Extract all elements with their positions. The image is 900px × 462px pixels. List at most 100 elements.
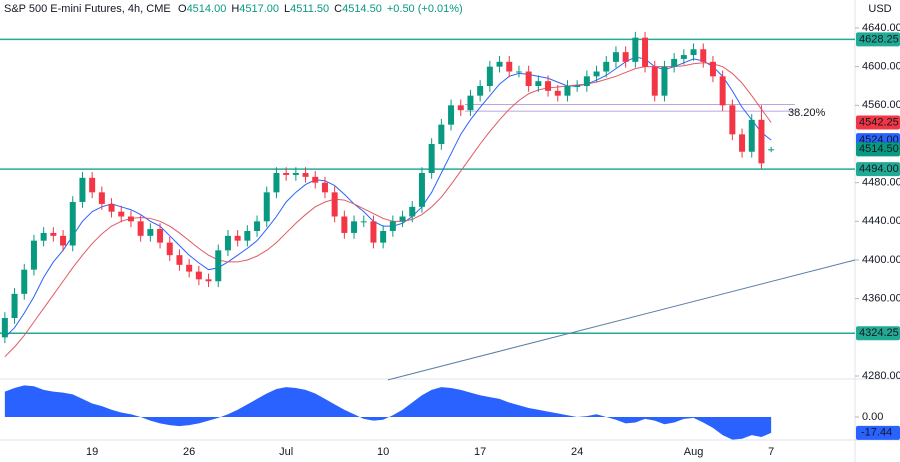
candle-body: [477, 86, 484, 96]
candle-body: [283, 173, 290, 175]
candle-body: [612, 52, 619, 62]
candle-body: [389, 221, 396, 231]
candle-body: [98, 192, 105, 204]
header-prefix: O: [178, 3, 187, 15]
candle-body: [739, 134, 746, 152]
candle-body: [545, 81, 552, 91]
candle-body: [50, 232, 57, 236]
y-tick-label: 4360.00: [862, 293, 900, 305]
candle-body: [768, 149, 775, 151]
osc-label: -17.44: [861, 427, 892, 439]
candle-body: [506, 61, 513, 72]
x-tick-label: 7: [768, 446, 774, 458]
price-label: 4324.25: [859, 327, 899, 339]
candle-body: [535, 81, 542, 86]
price-label-box: [856, 32, 900, 47]
header-prefix: H: [231, 3, 239, 15]
candle-body: [89, 177, 96, 193]
y-tick-label: 4560.00: [862, 99, 900, 111]
candle-body: [351, 221, 358, 233]
candle-body: [564, 86, 571, 96]
candle-body: [719, 76, 726, 106]
candle-body: [321, 182, 328, 193]
candle-body: [593, 71, 600, 77]
price-label: 4628.25: [859, 33, 899, 45]
candle-body: [457, 105, 464, 111]
candle-body: [234, 235, 241, 241]
candle-body: [312, 176, 319, 183]
candle-body: [224, 235, 231, 251]
osc-label-box: [856, 425, 900, 440]
candle-body: [680, 55, 687, 59]
y-tick-label: 4440.00: [862, 215, 900, 227]
candle-body: [40, 232, 47, 241]
candle-body: [60, 235, 67, 246]
candle-body: [748, 119, 755, 152]
candle-body: [448, 105, 455, 125]
candle-body: [166, 242, 173, 256]
candle-body: [428, 144, 435, 173]
candle-body: [137, 221, 144, 236]
candle-body: [302, 173, 309, 177]
y-tick-label: 4480.00: [862, 177, 900, 189]
currency: USD: [868, 3, 891, 15]
candle-body: [370, 221, 377, 243]
y-tick-label: 4600.00: [862, 61, 900, 73]
candle-body: [205, 279, 212, 282]
candle-body: [525, 71, 532, 86]
candle-body: [661, 66, 668, 96]
candle-body: [583, 76, 590, 86]
x-tick-label: 26: [183, 446, 195, 458]
price-label: 4494.00: [859, 163, 899, 175]
candle-body: [409, 206, 416, 217]
candle-body: [273, 173, 280, 193]
price-label: 4542.25: [859, 116, 899, 128]
candle-body: [496, 61, 503, 67]
header-value: 4514.50: [342, 3, 382, 15]
candle-body: [21, 269, 28, 294]
candle-body: [418, 173, 425, 207]
candle-body: [709, 61, 716, 77]
chart-title: S&P 500 E-mini Futures, 4h, CME: [4, 3, 171, 15]
candle-body: [331, 192, 338, 217]
candle-body: [642, 37, 649, 67]
candle-body: [127, 216, 134, 222]
candle-body: [671, 58, 678, 67]
x-tick-label: Jul: [279, 446, 293, 458]
candle-body: [700, 49, 707, 62]
price-label-box: [856, 142, 900, 157]
price-label: 4514.50: [859, 143, 899, 155]
price-label-box: [856, 115, 900, 130]
candle-body: [195, 271, 202, 280]
candle-body: [574, 86, 581, 87]
candle-body: [292, 173, 299, 175]
candle-body: [176, 255, 183, 265]
x-tick-label: 24: [571, 446, 583, 458]
candle-body: [467, 95, 474, 111]
header: O4514.00 H4517.00 L4511.50 C4514.50 +0.50 (+…: [178, 3, 463, 15]
candle-body: [486, 66, 493, 86]
price-label-box: [856, 326, 900, 341]
fib-label: 38.20%: [788, 107, 826, 119]
candle-body: [603, 61, 610, 72]
candle-body: [651, 66, 658, 96]
x-tick-label: 19: [86, 446, 98, 458]
candle-body: [147, 229, 154, 236]
header-value: 4517.00: [239, 3, 279, 15]
x-tick-label: 17: [474, 446, 486, 458]
header-value: 4511.50: [290, 3, 329, 15]
candle-body: [11, 293, 18, 318]
candle-body: [244, 231, 251, 241]
candle-body: [399, 216, 406, 222]
candle-body: [690, 49, 697, 56]
y-tick-label: 4280.00: [862, 370, 900, 382]
candle-body: [380, 231, 387, 243]
header-change: +0.50 (+0.01%): [387, 3, 463, 15]
y-tick-label: 4640.00: [862, 22, 900, 34]
candle-body: [108, 203, 115, 212]
osc-tick-label: 0.00: [862, 411, 883, 423]
candle-body: [729, 105, 736, 135]
candle-body: [554, 90, 561, 96]
candle-body: [622, 52, 629, 62]
